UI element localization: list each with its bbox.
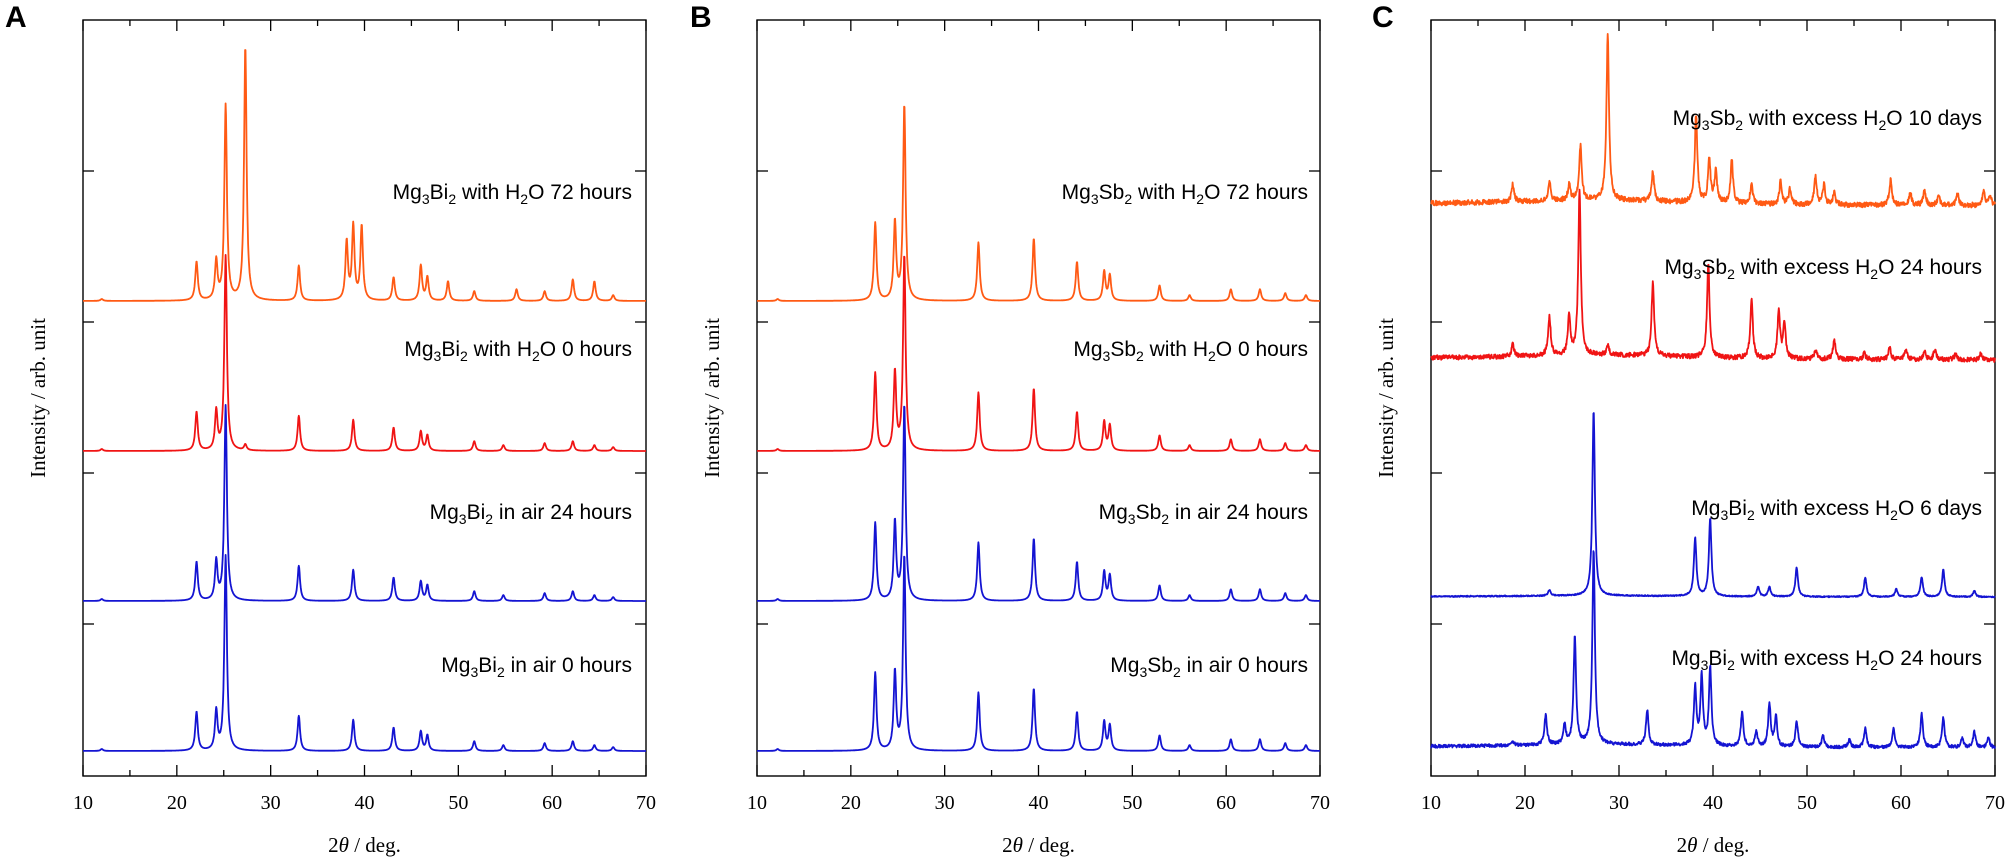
panel-a: A 10 20 30 40 50 60 70 2θ / deg. Intensity / arb.… <box>5 1 656 857</box>
series-label-2: Mg3Bi2 with excess H2O 6 days <box>1691 497 1982 523</box>
x-tick-label: 50 <box>448 792 468 814</box>
series-label-4: Mg3Bi2 with H2O 72 hours <box>393 181 632 207</box>
x-tick-label: 10 <box>747 792 767 814</box>
series-label-4: Mg3Sb2 with H2O 72 hours <box>1062 181 1308 207</box>
x-tick-label: 20 <box>1515 792 1535 814</box>
x-tick-label: 40 <box>1029 792 1049 814</box>
x-tick-label: 10 <box>1421 792 1441 814</box>
series-line-1 <box>1430 550 1996 750</box>
x-tick-label: 20 <box>841 792 861 814</box>
x-tick-label: 70 <box>636 792 656 814</box>
x-tick-label: 40 <box>1703 792 1723 814</box>
x-tick-label: 40 <box>355 792 375 814</box>
series-line-4 <box>756 105 1321 302</box>
x-tick-label: 30 <box>1609 792 1629 814</box>
series-label-1: Mg3Bi2 in air 0 hours <box>441 654 632 680</box>
x-tick-label: 70 <box>1310 792 1330 814</box>
series-line-3 <box>1430 188 1996 363</box>
x-tick-label: 30 <box>261 792 281 814</box>
panel-b: B 10 20 30 40 50 60 70 2θ / deg. Intensity / arb.… <box>690 1 1330 857</box>
series-line-3 <box>82 253 647 452</box>
series-line-4 <box>82 49 647 302</box>
series-line-2 <box>82 403 647 602</box>
series-label-1: Mg3Sb2 in air 0 hours <box>1110 654 1308 680</box>
panel-letter: C <box>1372 1 1394 34</box>
x-axis-title: 2θ / deg. <box>1677 833 1750 857</box>
x-tick-label: 50 <box>1797 792 1817 814</box>
panel-letter: A <box>5 1 27 34</box>
x-tick-label: 70 <box>1985 792 2005 814</box>
x-axis-title: 2θ / deg. <box>328 833 401 857</box>
y-axis-title: Intensity / arb. unit <box>700 318 724 478</box>
x-tick-label: 60 <box>542 792 562 814</box>
series-line-3 <box>756 255 1321 452</box>
series-line-1 <box>756 555 1321 752</box>
series-line-2 <box>1430 412 1996 599</box>
x-tick-label: 60 <box>1891 792 1911 814</box>
x-tick-label: 30 <box>935 792 955 814</box>
panel-letter: B <box>690 1 712 34</box>
series-label-2: Mg3Sb2 in air 24 hours <box>1099 501 1308 527</box>
y-axis-title: Intensity / arb. unit <box>1374 318 1398 478</box>
x-axis-title: 2θ / deg. <box>1002 833 1075 857</box>
x-tick-label: 20 <box>167 792 187 814</box>
x-tick-label: 60 <box>1216 792 1236 814</box>
series-label-3: Mg3Sb2 with H2O 0 hours <box>1073 338 1308 364</box>
series-label-2: Mg3Bi2 in air 24 hours <box>430 501 632 527</box>
y-axis-title: Intensity / arb. unit <box>26 318 50 478</box>
series-label-3: Mg3Bi2 with H2O 0 hours <box>404 338 632 364</box>
series-label-3: Mg3Sb2 with excess H2O 24 hours <box>1664 256 1982 282</box>
series-label-4: Mg3Sb2 with excess H2O 10 days <box>1673 107 1982 133</box>
series-label-1: Mg3Bi2 with excess H2O 24 hours <box>1671 647 1982 673</box>
panel-c: C 10 20 30 40 50 60 70 2θ / deg. Intensity / arb.… <box>1372 1 2005 857</box>
x-tick-label: 10 <box>73 792 93 814</box>
series-line-1 <box>82 554 647 752</box>
x-tick-label: 50 <box>1122 792 1142 814</box>
series-line-2 <box>756 405 1321 602</box>
series-line-4 <box>1430 33 1996 209</box>
